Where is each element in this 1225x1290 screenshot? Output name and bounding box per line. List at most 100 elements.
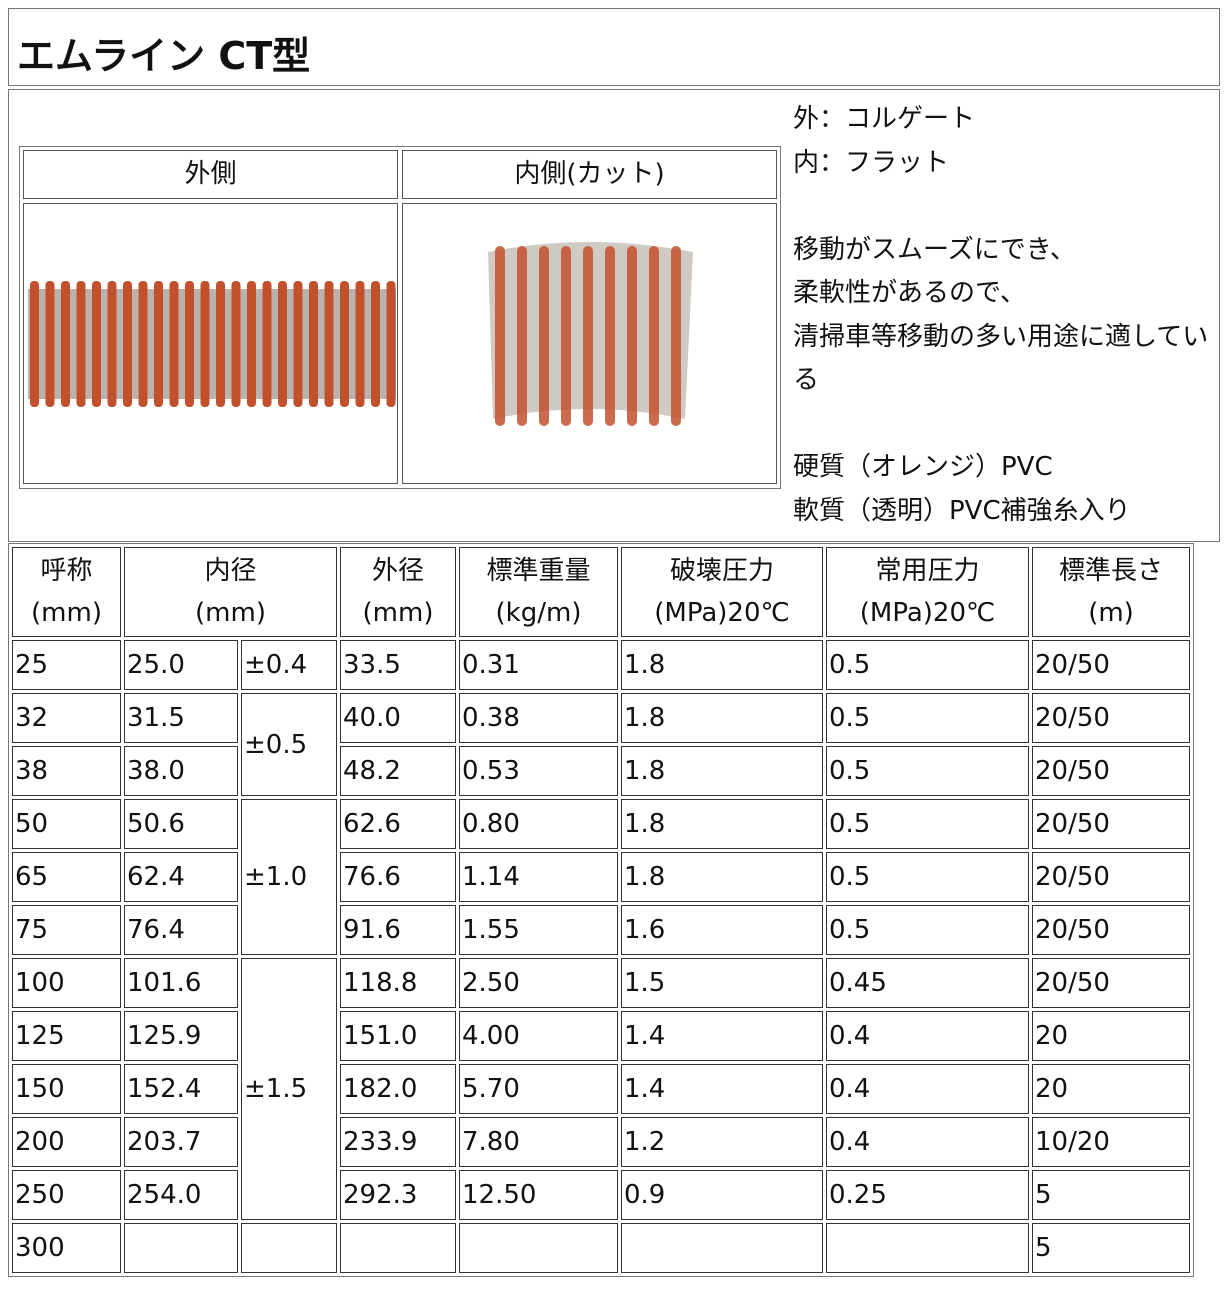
hose-rib [92,281,101,407]
description-line: 清掃車等移動の多い用途に適している [793,321,1209,396]
hose-rib [231,281,241,407]
hose-rib [30,281,39,407]
table-row: 250 254.0 292.3 12.50 0.9 0.25 5 [12,1170,1190,1220]
photo-header: 外側 [23,150,398,199]
table-cell: 62.6 [340,799,456,849]
hose-rib [386,281,396,407]
header-unit: (m) [1088,598,1134,628]
hose-rib [355,281,365,407]
table-cell: 0.25 [826,1170,1029,1220]
table-cell: 65 [12,852,121,902]
hose-rib [309,281,318,407]
table-cell: 0.5 [826,746,1029,796]
table-cell: 20 [1032,1064,1190,1114]
header-name: 標準長さ [1058,556,1163,586]
table-cell: 25.0 [124,640,238,690]
table-cell: 20/50 [1032,905,1190,955]
description-group: 硬質（オレンジ）PVC 軟質（透明）PVC補強糸入り [793,446,1217,533]
hose-rib [583,246,593,426]
header-cell: 内径 (mm) [124,547,337,637]
table-cell: 0.5 [826,799,1029,849]
hose-rib [649,246,659,426]
header-unit: (MPa)20℃ [859,598,996,628]
hose-rib [561,246,571,426]
table-row: 200 203.7 233.9 7.80 1.2 0.4 10/20 [12,1117,1190,1167]
hose-rib [324,281,334,407]
title: エムライン CT型 [17,34,311,78]
hose-rib [605,246,615,426]
table-cell: 75 [12,905,121,955]
description-line: 柔軟性があるので、 [793,278,1026,308]
hose-rib [247,281,256,407]
table-cell: 12.50 [459,1170,618,1220]
hose-rib [45,281,55,407]
table-cell: 91.6 [340,905,456,955]
table-cell: 233.9 [340,1117,456,1167]
table-cell: 20/50 [1032,799,1190,849]
table-cell: 0.38 [459,693,618,743]
table-row: 65 62.4 76.6 1.14 1.8 0.5 20/50 [12,852,1190,902]
table-row: 150 152.4 182.0 5.70 1.4 0.4 20 [12,1064,1190,1114]
table-cell: 0.4 [826,1011,1029,1061]
table-row: 75 76.4 91.6 1.55 1.6 0.5 20/50 [12,905,1190,955]
table-cell: 1.6 [621,905,823,955]
table-cell: 48.2 [340,746,456,796]
table-cell: 152.4 [124,1064,238,1114]
table-cell: 20/50 [1032,693,1190,743]
description-line: 外：コルゲート [793,104,976,134]
table-cell: 1.14 [459,852,618,902]
header-unit: (mm) [195,598,266,628]
hose-rib [293,281,303,407]
table-cell [124,1223,238,1273]
table-cell: 125 [12,1011,121,1061]
table-cell: 1.8 [621,640,823,690]
hose-body [28,289,396,399]
table-cell: 76.6 [340,852,456,902]
tolerance-cell: ±1.0 [241,799,337,955]
tolerance-cell: ±0.5 [241,693,337,796]
table-cell: 5.70 [459,1064,618,1114]
table-cell: 40.0 [340,693,456,743]
photo-table: 外側 内側(カット) [19,146,781,489]
header-cell: 破壊圧力 (MPa)20℃ [621,547,823,637]
hose-rib [169,281,179,407]
table-cell: 10/20 [1032,1117,1190,1167]
table-cell: 20 [1032,1011,1190,1061]
hose-rib [216,281,225,407]
table-cell: 20/50 [1032,958,1190,1008]
table-cell: 50.6 [124,799,238,849]
header-name: 破壊圧力 [669,556,774,586]
table-cell [826,1223,1029,1273]
table-cell: 1.4 [621,1064,823,1114]
table-cell: 1.55 [459,905,618,955]
header-unit: (kg/m) [495,598,582,628]
tolerance-cell: ±1.5 [241,958,337,1220]
table-cell: 62.4 [124,852,238,902]
info-box: 外側 内側(カット) 外：コルゲート 内：フラット移動がスムーズにでき、 柔軟性があ… [8,89,1220,542]
description-group: 移動がスムーズにでき、 柔軟性があるので、清掃車等移動の多い用途に適している [793,229,1217,403]
table-row: 25 25.0 ±0.4 33.5 0.31 1.8 0.5 20/50 [12,640,1190,690]
header-unit: (mm) [31,598,102,628]
header-name: 標準重量 [486,556,591,586]
table-cell: 33.5 [340,640,456,690]
description-line: 内：フラット [793,147,950,178]
table-cell: 2.50 [459,958,618,1008]
table-cell: 150 [12,1064,121,1114]
description-line: 硬質（オレンジ）PVC [793,452,1053,482]
table-cell: 0.4 [826,1117,1029,1167]
table-row: 300 5 [12,1223,1190,1273]
table-row: 38 38.0 48.2 0.53 1.8 0.5 20/50 [12,746,1190,796]
table-cell: 0.53 [459,746,618,796]
description: 外：コルゲート 内：フラット移動がスムーズにでき、 柔軟性があるので、清掃車等移動の… [793,98,1217,577]
table-cell: 100 [12,958,121,1008]
table-cell: 182.0 [340,1064,456,1114]
table-cell: 38.0 [124,746,238,796]
table-cell: 50 [12,799,121,849]
table-cell: 118.8 [340,958,456,1008]
inner-hose-photo [488,242,693,426]
header-cell: 標準長さ (m) [1032,547,1190,637]
hose-rib [200,281,210,407]
description-line: 移動がスムーズにでき、 [793,234,1076,265]
hose-rib [539,246,549,426]
